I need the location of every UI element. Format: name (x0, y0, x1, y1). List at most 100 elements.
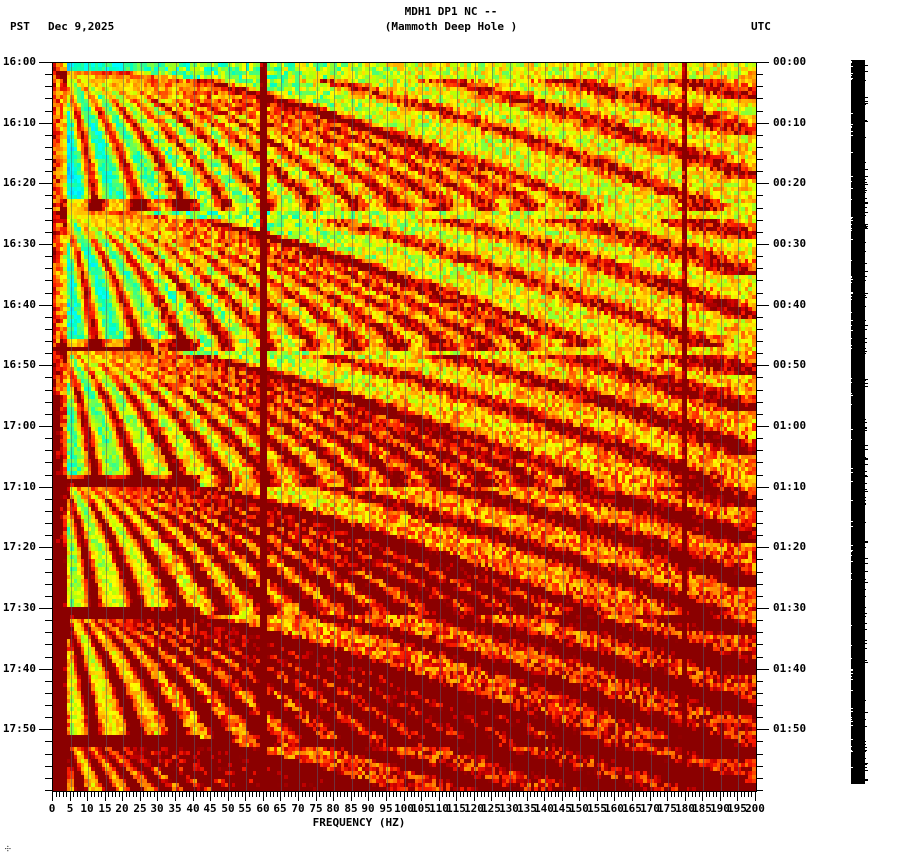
spectrogram-image[interactable] (53, 63, 756, 791)
x-minor-tick (741, 792, 742, 797)
y-minor-tick-left (45, 681, 52, 682)
x-minor-tick (389, 792, 390, 797)
y-minor-tick-left (45, 572, 52, 573)
x-major-tick (245, 792, 246, 801)
y-minor-tick-left (45, 657, 52, 658)
x-minor-tick (154, 792, 155, 797)
x-minor-tick (217, 792, 218, 797)
y-axis-tick-label-pst: 16:40 (2, 298, 36, 311)
x-minor-tick (354, 792, 355, 797)
y-axis-tick-label-utc: 00:10 (773, 116, 807, 129)
x-minor-tick (214, 792, 215, 797)
y-minor-tick-right (756, 86, 763, 87)
corner-artifact: ⸭ (5, 845, 11, 853)
x-minor-tick (425, 792, 426, 797)
x-major-tick (579, 792, 580, 801)
x-major-tick (720, 792, 721, 801)
x-minor-tick (569, 792, 570, 797)
y-minor-tick-right (756, 778, 763, 779)
x-minor-tick (189, 792, 190, 797)
y-minor-tick-left (45, 632, 52, 633)
y-minor-tick-left (45, 135, 52, 136)
y-major-tick-right (756, 608, 769, 609)
x-minor-tick (449, 792, 450, 797)
x-minor-tick (527, 792, 528, 797)
x-axis-tick-label: 40 (186, 802, 200, 815)
x-minor-tick (126, 792, 127, 797)
x-minor-tick (344, 792, 345, 797)
x-minor-tick (193, 792, 194, 797)
x-axis-tick-label: 65 (273, 802, 287, 815)
x-axis-tick-label: 80 (326, 802, 340, 815)
x-major-tick (421, 792, 422, 801)
y-minor-tick-right (756, 717, 763, 718)
y-axis-tick-label-utc: 01:40 (773, 662, 807, 675)
x-minor-tick (80, 792, 81, 797)
y-minor-tick-right (756, 220, 763, 221)
y-minor-tick-right (756, 268, 763, 269)
x-minor-tick (228, 792, 229, 797)
y-minor-tick-right (756, 183, 763, 184)
y-minor-tick-left (45, 608, 52, 609)
y-major-tick-left (39, 487, 52, 488)
x-minor-tick (351, 792, 352, 797)
y-minor-tick-right (756, 608, 763, 609)
y-minor-tick-right (756, 729, 763, 730)
y-minor-tick-left (45, 402, 52, 403)
y-minor-tick-left (45, 693, 52, 694)
y-minor-tick-right (756, 293, 763, 294)
x-minor-tick (516, 792, 517, 797)
x-minor-tick (678, 792, 679, 797)
x-minor-tick (386, 792, 387, 797)
y-major-tick-right (756, 426, 769, 427)
x-minor-tick (498, 792, 499, 797)
x-minor-tick (421, 792, 422, 797)
x-minor-tick (576, 792, 577, 797)
y-minor-tick-right (756, 535, 763, 536)
y-axis-tick-label-pst: 16:30 (2, 237, 36, 250)
y-axis-tick-label-utc: 00:20 (773, 176, 807, 189)
x-axis-tick-label: 100 (394, 802, 414, 815)
y-major-tick-left (39, 669, 52, 670)
x-minor-tick (379, 792, 380, 797)
x-major-tick (527, 792, 528, 801)
y-minor-tick-right (756, 632, 763, 633)
y-minor-tick-right (756, 741, 763, 742)
x-minor-tick (706, 792, 707, 797)
y-minor-tick-right (756, 487, 763, 488)
x-minor-tick (407, 792, 408, 797)
y-minor-tick-right (756, 547, 763, 548)
x-minor-tick (555, 792, 556, 797)
x-axis-tick-label: 75 (309, 802, 323, 815)
y-minor-tick-left (45, 111, 52, 112)
x-axis-tick-label: 20 (115, 802, 129, 815)
y-minor-tick-left (45, 450, 52, 451)
x-minor-tick (439, 792, 440, 797)
x-minor-tick (664, 792, 665, 797)
spectrogram-plot[interactable] (52, 62, 757, 792)
x-minor-tick (400, 792, 401, 797)
x-minor-tick (723, 792, 724, 797)
x-minor-tick (477, 792, 478, 797)
x-major-tick (210, 792, 211, 801)
y-minor-tick-right (756, 584, 763, 585)
x-axis-tick-label: 95 (379, 802, 393, 815)
page-subtitle: (Mammoth Deep Hole ) (384, 20, 518, 33)
x-minor-tick (358, 792, 359, 797)
x-minor-tick (63, 792, 64, 797)
y-minor-tick-left (45, 208, 52, 209)
x-minor-tick (340, 792, 341, 797)
x-axis-tick-label: 25 (133, 802, 147, 815)
x-minor-tick (534, 792, 535, 797)
y-minor-tick-left (45, 256, 52, 257)
x-minor-tick (242, 792, 243, 797)
x-minor-tick (548, 792, 549, 797)
y-minor-tick-right (756, 450, 763, 451)
x-minor-tick (164, 792, 165, 797)
x-minor-tick (474, 792, 475, 797)
y-major-tick-right (756, 487, 769, 488)
y-minor-tick-right (756, 620, 763, 621)
x-minor-tick (583, 792, 584, 797)
y-minor-tick-left (45, 195, 52, 196)
